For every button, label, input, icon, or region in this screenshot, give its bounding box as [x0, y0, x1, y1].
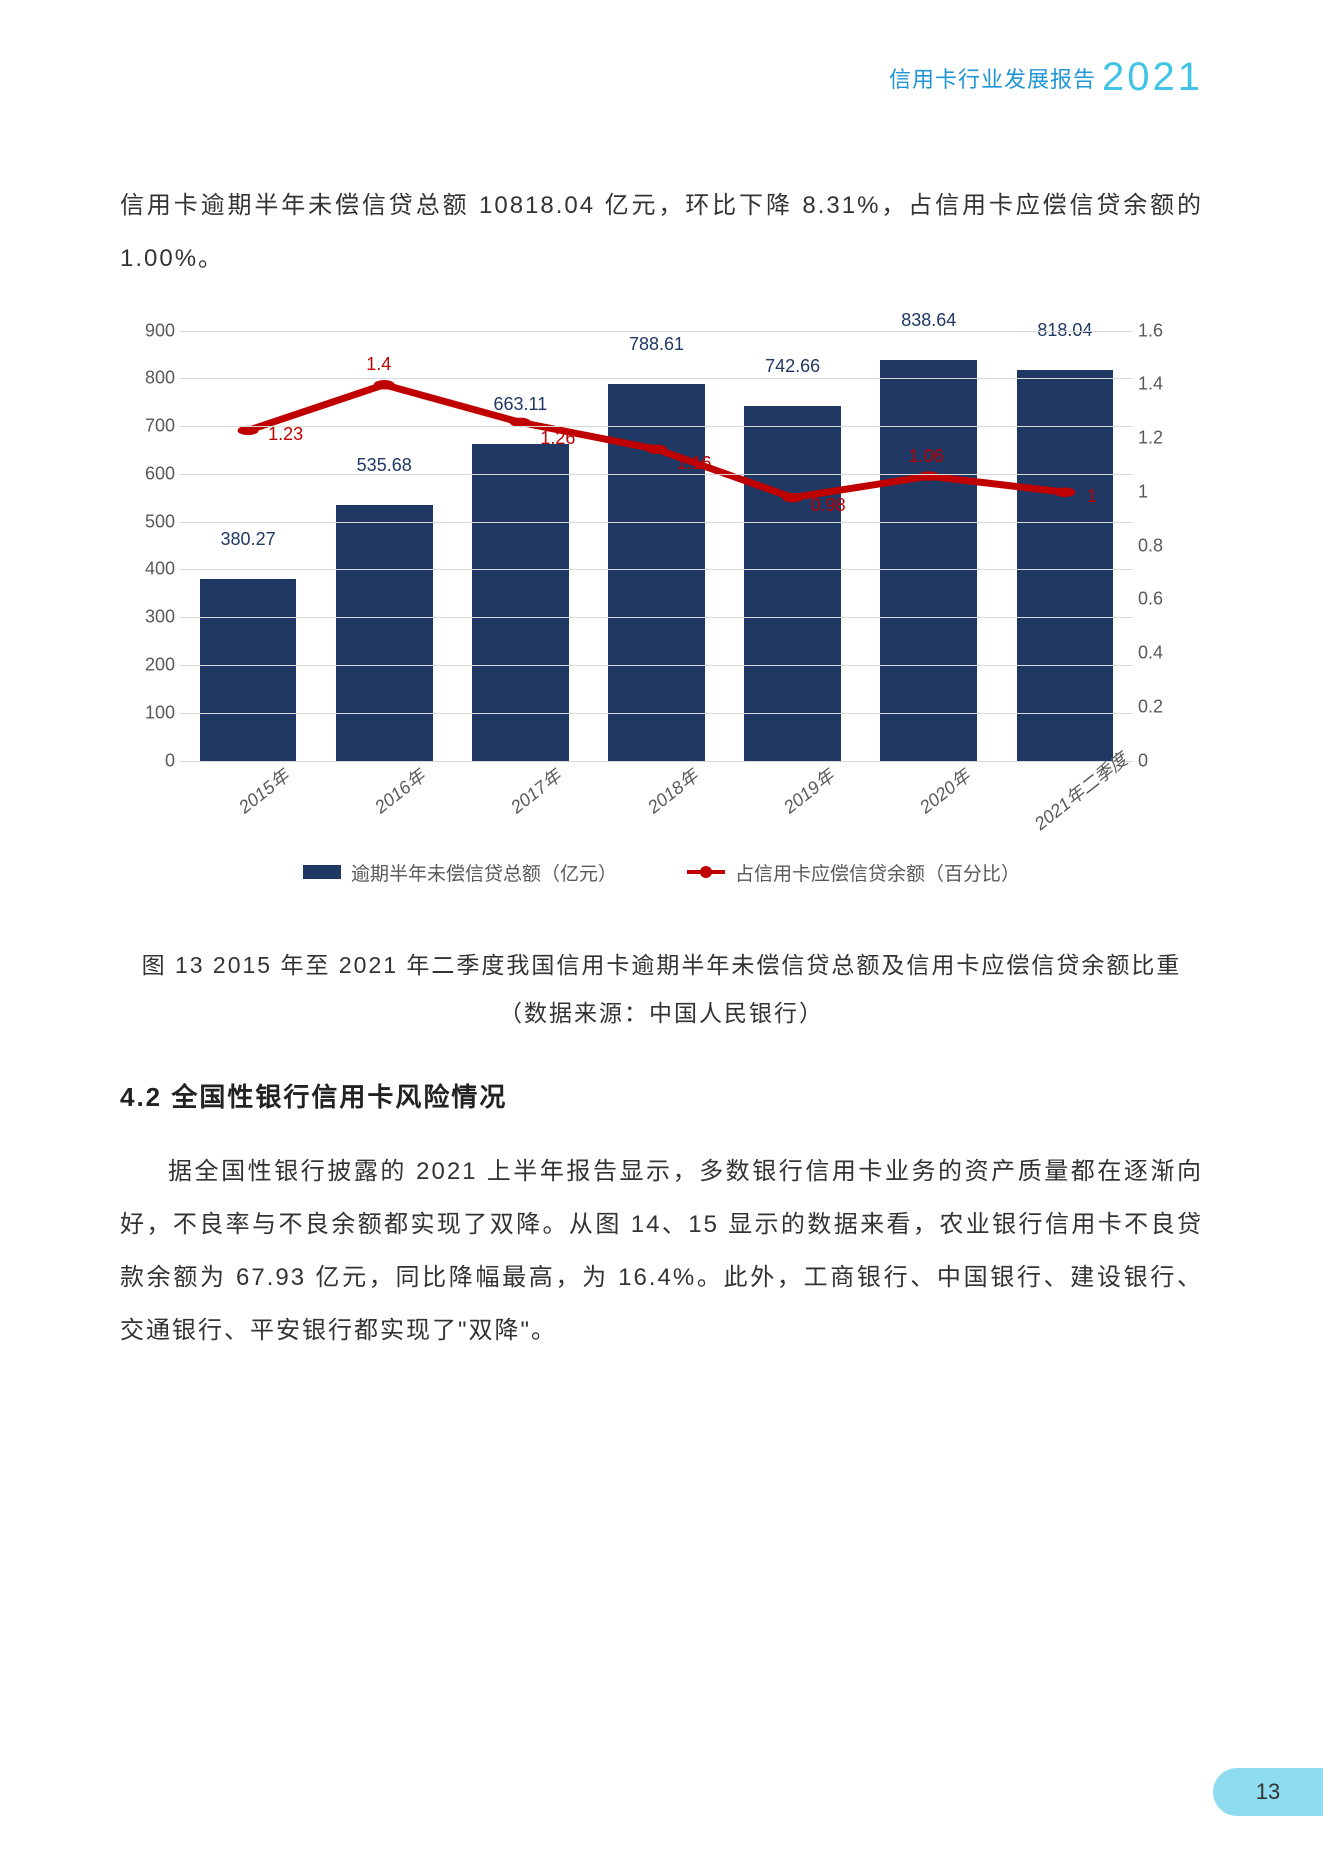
y-right-tick: 1: [1138, 481, 1183, 502]
y-left-tick: 400: [125, 559, 175, 580]
bars-container: 380.27 535.68 663.11 788.61 742.66 838.64818.…: [180, 331, 1133, 761]
bar: [744, 406, 841, 761]
intro-paragraph: 信用卡逾期半年未偿信贷总额 10818.04 亿元，环比下降 8.31%，占信用…: [120, 180, 1203, 286]
bar-slot: 380.27: [186, 331, 310, 761]
chart-figure: 380.27535.68663.11788.61742.66838.64818.…: [120, 311, 1203, 886]
gridline: [180, 331, 1133, 332]
page-header: 信用卡行业发展报告 2021: [889, 55, 1203, 100]
line-value-label: 1.26: [540, 428, 575, 449]
chart-caption: 图 13 2015 年至 2021 年二季度我国信用卡逾期半年未偿信贷总额及信用…: [120, 941, 1203, 1038]
y-left-tick: 900: [125, 320, 175, 341]
header-year: 2021: [1102, 55, 1203, 100]
page-number: 13: [1213, 1768, 1323, 1816]
bar-value-label: 663.11: [493, 394, 547, 419]
bar-slot: 818.04: [1003, 331, 1127, 761]
line-value-label: 1: [1087, 486, 1097, 507]
line-value-label: 1.06: [909, 446, 944, 467]
page-number-value: 13: [1256, 1779, 1280, 1805]
line-value-label: 1.4: [366, 354, 391, 375]
y-left-tick: 700: [125, 416, 175, 437]
bar-value-label: 818.04: [1037, 320, 1092, 345]
gridline: [180, 378, 1133, 379]
bar: [880, 360, 977, 761]
y-left-tick: 300: [125, 607, 175, 628]
bar-slot: 535.68: [322, 331, 446, 761]
y-right-tick: 1.4: [1138, 374, 1183, 395]
y-right-tick: 0.6: [1138, 589, 1183, 610]
legend-line-label: 占信用卡应偿信贷余额（百分比）: [735, 859, 1020, 886]
gridline: [180, 665, 1133, 666]
gridline: [180, 474, 1133, 475]
y-right-tick: 0.2: [1138, 696, 1183, 717]
legend-line-item: 占信用卡应偿信贷余额（百分比）: [687, 859, 1020, 886]
y-right-tick: 0: [1138, 750, 1183, 771]
gridline: [180, 522, 1133, 523]
legend-bar-item: 逾期半年未偿信贷总额（亿元）: [303, 859, 617, 886]
y-right-tick: 0.4: [1138, 643, 1183, 664]
bar-slot: 663.11: [458, 331, 582, 761]
gridline: [180, 713, 1133, 714]
body-paragraph: 据全国性银行披露的 2021 上半年报告显示，多数银行信用卡业务的资产质量都在逐…: [120, 1146, 1203, 1357]
bar-value-label: 535.68: [357, 455, 412, 480]
bar-slot: 788.61: [595, 331, 719, 761]
bar-value-label: 788.61: [629, 334, 684, 359]
y-left-tick: 100: [125, 702, 175, 723]
combo-chart: 380.27535.68663.11788.61742.66838.64818.…: [120, 311, 1203, 851]
page: 信用卡行业发展报告 2021 信用卡逾期半年未偿信贷总额 10818.04 亿元…: [0, 0, 1323, 1871]
y-left-tick: 800: [125, 368, 175, 389]
gridline: [180, 426, 1133, 427]
gridline: [180, 617, 1133, 618]
line-value-label: 0.98: [811, 495, 846, 516]
bar-slot: 838.64: [867, 331, 991, 761]
gridline: [180, 569, 1133, 570]
line-value-label: 1.23: [268, 424, 303, 445]
y-left-tick: 0: [125, 750, 175, 771]
line-value-label: 1.16: [677, 453, 712, 474]
y-right-tick: 0.8: [1138, 535, 1183, 556]
y-right-tick: 1.2: [1138, 428, 1183, 449]
bar-value-label: 742.66: [765, 356, 820, 381]
section-title: 4.2 全国性银行信用卡风险情况: [120, 1077, 1203, 1114]
plot-area: 380.27 535.68 663.11 788.61 742.66 838.64818.…: [180, 331, 1133, 761]
bar-slot: 742.66: [731, 331, 855, 761]
bar: [608, 384, 705, 761]
bar: [1017, 370, 1114, 761]
bar: [336, 505, 433, 761]
y-left-tick: 500: [125, 511, 175, 532]
bar-value-label: 380.27: [221, 529, 276, 554]
bar: [200, 579, 297, 761]
content-area: 信用卡逾期半年未偿信贷总额 10818.04 亿元，环比下降 8.31%，占信用…: [120, 180, 1203, 1357]
legend-line-swatch: [687, 870, 725, 874]
x-axis-labels: 2015年2016年2017年2018年2019年2020年2021年二季度: [180, 771, 1133, 851]
legend-bar-swatch: [303, 865, 341, 879]
y-left-tick: 600: [125, 463, 175, 484]
y-right-tick: 1.6: [1138, 320, 1183, 341]
header-title: 信用卡行业发展报告: [889, 62, 1096, 94]
y-left-tick: 200: [125, 655, 175, 676]
